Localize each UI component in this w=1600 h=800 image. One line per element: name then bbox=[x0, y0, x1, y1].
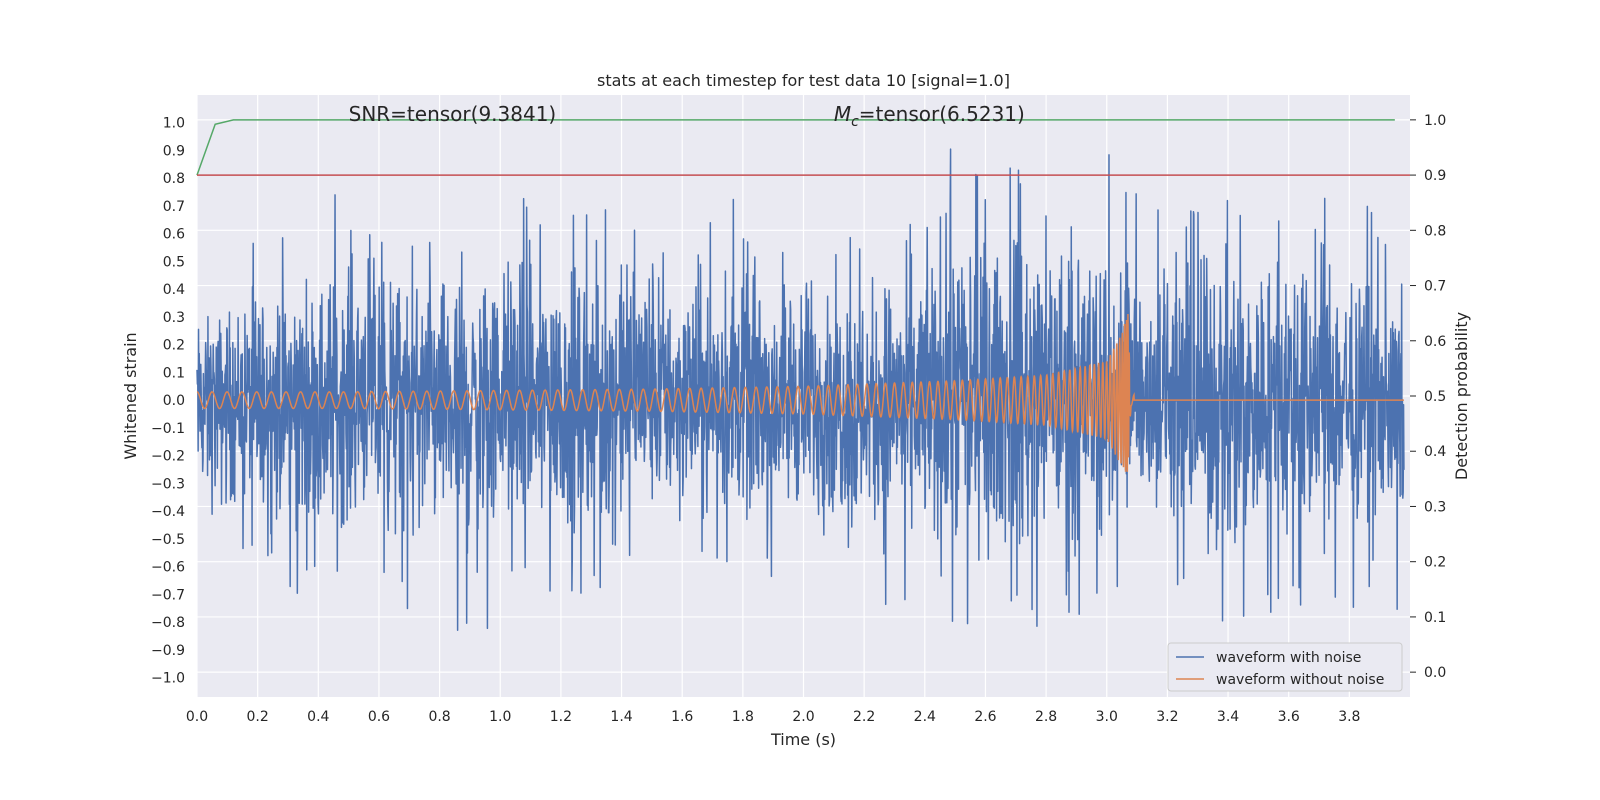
series-layer bbox=[196, 119, 1410, 632]
x-tick-label: 3.2 bbox=[1156, 709, 1178, 725]
x-tick-label: 0.8 bbox=[428, 709, 450, 725]
legend-box bbox=[1167, 642, 1403, 692]
x-tick-label: 0.0 bbox=[186, 709, 208, 725]
series-waveform-without-noise bbox=[196, 313, 1404, 472]
y-left-tick-label: −0.5 bbox=[151, 532, 185, 548]
y-right-tick-label: 0.3 bbox=[1424, 499, 1446, 515]
y-left-tick-label: −0.2 bbox=[151, 449, 185, 465]
y-axis-left-ticks: −1.0 −0.9 −0.8 −0.7 −0.6 −0.5 −0.4 −0.3 −0.2 −0.1… bbox=[151, 116, 185, 687]
mc-subscript: c bbox=[851, 114, 859, 130]
y-left-tick-label: 0.4 bbox=[163, 282, 185, 298]
y-left-tick-label: 0.0 bbox=[163, 393, 185, 409]
y-left-tick-label: −0.4 bbox=[151, 504, 185, 520]
series-waveform-with-noise bbox=[196, 148, 1405, 632]
legend-label-waveform-with-noise: waveform with noise bbox=[1216, 650, 1361, 666]
x-axis-label: Time (s) bbox=[770, 730, 836, 749]
x-tick-label: 2.8 bbox=[1035, 709, 1057, 725]
x-tick-label: 0.4 bbox=[307, 709, 329, 725]
x-tick-label: 2.2 bbox=[853, 709, 875, 725]
x-tick-label: 2.0 bbox=[792, 709, 814, 725]
chart-title: stats at each timestep for test data 10 … bbox=[597, 71, 1010, 90]
y-right-tick-label: 0.0 bbox=[1424, 665, 1446, 681]
series-detection-probability bbox=[196, 119, 1395, 176]
x-tick-label: 1.0 bbox=[489, 709, 511, 725]
y-left-tick-label: −0.6 bbox=[151, 560, 185, 576]
x-tick-label: 1.4 bbox=[610, 709, 632, 725]
y-right-tick-label: 0.5 bbox=[1424, 389, 1446, 405]
mc-annotation: Mc=tensor(6.5231) bbox=[834, 102, 1025, 130]
y-axis-left-label: Whitened strain bbox=[121, 332, 140, 459]
y-axis-right-label: Detection probability bbox=[1452, 312, 1471, 480]
x-tick-label: 1.6 bbox=[671, 709, 693, 725]
y-left-tick-label: 0.8 bbox=[163, 171, 185, 187]
snr-annotation: SNR=tensor(9.3841) bbox=[349, 102, 557, 126]
mc-value: =tensor(6.5231) bbox=[859, 102, 1025, 126]
y-right-tick-label: 0.1 bbox=[1424, 610, 1446, 626]
y-right-tick-label: 0.7 bbox=[1424, 279, 1446, 295]
legend-label-waveform-without-noise: waveform without noise bbox=[1216, 672, 1384, 688]
y-left-tick-label: 0.6 bbox=[163, 227, 185, 243]
y-axis-right-ticks: 0.0 0.1 0.2 0.3 0.4 0.5 0.6 0.7 0.8 0.9 1.0 bbox=[1410, 113, 1446, 681]
x-tick-label: 2.4 bbox=[914, 709, 936, 725]
x-tick-label: 1.8 bbox=[732, 709, 754, 725]
y-left-tick-label: −0.1 bbox=[151, 421, 185, 437]
y-left-tick-label: 1.0 bbox=[163, 116, 185, 132]
x-tick-label: 3.0 bbox=[1096, 709, 1118, 725]
mc-symbol: M bbox=[834, 102, 851, 126]
x-tick-label: 1.2 bbox=[550, 709, 572, 725]
x-tick-label: 3.4 bbox=[1217, 709, 1239, 725]
x-tick-label: 0.6 bbox=[368, 709, 390, 725]
y-right-tick-label: 0.9 bbox=[1424, 168, 1446, 184]
y-left-tick-label: 0.2 bbox=[163, 338, 185, 354]
x-tick-label: 0.2 bbox=[247, 709, 269, 725]
y-left-tick-label: −0.8 bbox=[151, 615, 185, 631]
y-right-tick-label: 0.8 bbox=[1424, 223, 1446, 239]
x-tick-label: 3.6 bbox=[1278, 709, 1300, 725]
y-left-tick-label: 0.7 bbox=[163, 199, 185, 215]
y-left-tick-label: 0.9 bbox=[163, 143, 185, 159]
y-left-tick-label: −0.9 bbox=[151, 643, 185, 659]
x-axis-ticks: 0.0 0.2 0.4 0.6 0.8 1.0 1.2 1.4 1.6 1.8 2.0 2.2 2.4 2… bbox=[186, 709, 1361, 725]
y-right-tick-label: 0.6 bbox=[1424, 334, 1446, 350]
y-left-tick-label: −1.0 bbox=[151, 671, 185, 687]
y-left-tick-label: −0.7 bbox=[151, 587, 185, 603]
y-left-tick-label: 0.3 bbox=[163, 310, 185, 326]
y-right-tick-label: 0.4 bbox=[1424, 444, 1446, 460]
y-right-tick-label: 1.0 bbox=[1424, 113, 1446, 129]
legend: waveform with noise waveform without noi… bbox=[1167, 642, 1403, 692]
y-left-tick-label: −0.3 bbox=[151, 476, 185, 492]
x-tick-label: 3.8 bbox=[1338, 709, 1360, 725]
x-tick-label: 2.6 bbox=[974, 709, 996, 725]
y-left-tick-label: 0.5 bbox=[163, 254, 185, 270]
y-right-tick-label: 0.2 bbox=[1424, 555, 1446, 571]
y-left-tick-label: 0.1 bbox=[163, 365, 185, 381]
